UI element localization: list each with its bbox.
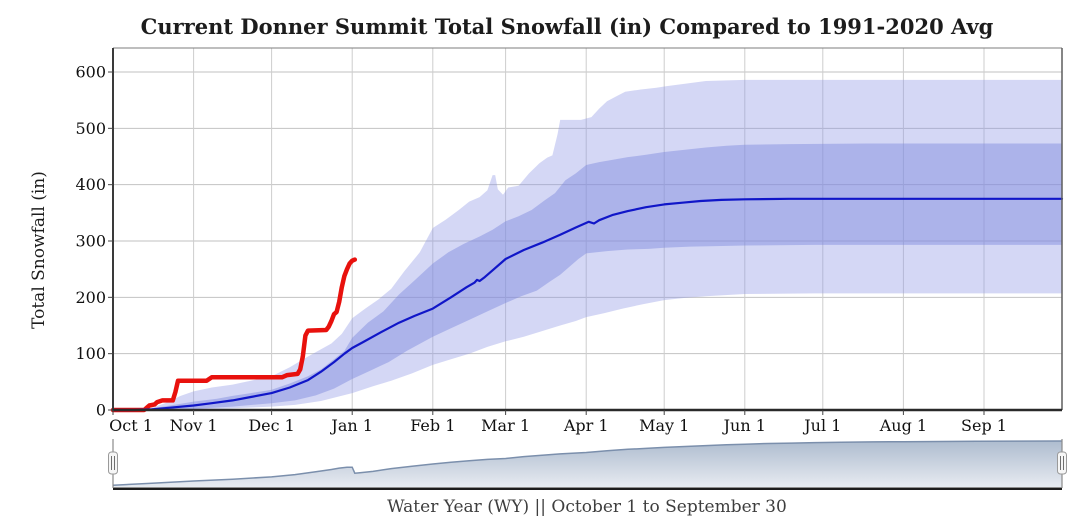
x-tick-label: Nov 1 [170,416,218,435]
x-tick-label: Dec 1 [248,416,295,435]
outer-envelope-band [113,79,1062,411]
navigator-right-handle[interactable] [1057,439,1067,488]
navigator-area[interactable] [113,441,1062,487]
y-tick-label: 0 [96,401,106,420]
x-tick-label: Aug 1 [879,416,927,435]
x-tick-label: Oct 1 [109,416,153,435]
navigator-baseline [113,487,1062,490]
navigator-area-outline [112,440,1063,486]
inner-envelope-band [113,143,1062,410]
x-tick-label: Mar 1 [481,416,530,435]
navigator-left-handle[interactable] [108,439,118,488]
plot-area[interactable] [113,48,1062,410]
y-tick-label: 600 [75,63,106,82]
y-tick-label: 300 [75,232,106,251]
y-tick-label: 200 [75,288,106,307]
percentile-bands [113,79,1062,411]
y-tick-label: 100 [75,344,106,363]
navigator-right-grip[interactable] [1057,451,1067,475]
x-tick-label: May 1 [639,416,689,435]
chart-title: Current Donner Summit Total Snowfall (in… [141,14,994,39]
y-tick-label: 400 [75,175,106,194]
series-lines [110,197,1064,413]
x-tick-label: Jul 1 [802,416,841,435]
x-tick-label: Feb 1 [410,416,455,435]
navigator-left-grip[interactable] [108,451,118,475]
current-wy-snowfall-line [110,257,358,413]
gridlines [113,48,1062,410]
x-axis-tick-labels: Oct 1 Nov 1 Dec 1 Jan 1 Feb 1 Mar 1 Apr 1 May 1… [109,410,1007,435]
x-tick-label: Jun 1 [722,416,766,435]
x-tick-label: Sep 1 [961,416,1007,435]
x-axis-title: Water Year (WY) || October 1 to Septembe… [387,497,787,517]
navigator-track[interactable] [112,440,1063,490]
avg-1991-2020-line [111,197,1064,412]
y-axis-tick-labels: 0 100 200 300 400 500 600 [75,63,113,420]
x-tick-label: Jan 1 [329,416,373,435]
y-axis-title: Total Snowfall (in) [29,171,49,329]
y-tick-label: 500 [75,119,106,138]
x-tick-label: Apr 1 [563,416,609,435]
